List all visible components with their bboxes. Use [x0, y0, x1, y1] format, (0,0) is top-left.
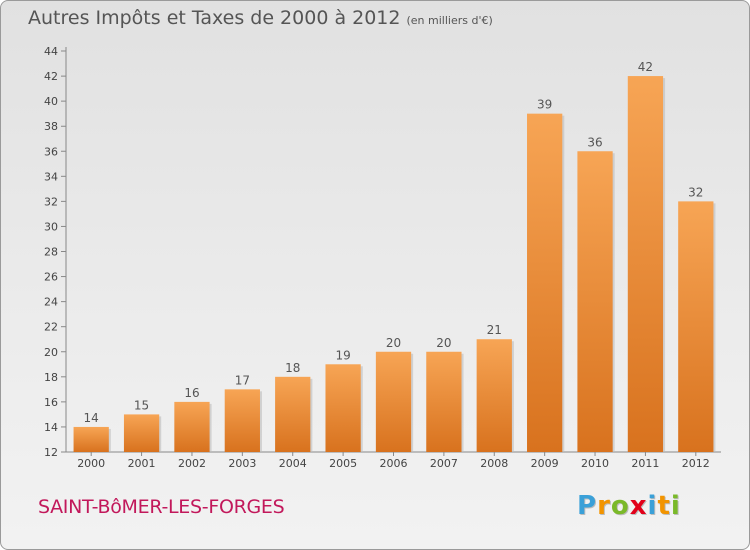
logo-letter: i — [647, 491, 658, 521]
x-tick-label-2005: 2005 — [329, 457, 357, 470]
x-tick-label-2010: 2010 — [581, 457, 609, 470]
x-tick-label-2002: 2002 — [178, 457, 206, 470]
chart-title: Autres Impôts et Taxes de 2000 à 2012 (en… — [28, 7, 493, 29]
y-tick-label: 20 — [44, 346, 58, 359]
y-tick-label: 38 — [44, 120, 58, 133]
data-label-2004: 18 — [285, 361, 300, 375]
x-tick-label-2009: 2009 — [531, 457, 559, 470]
bar-2004 — [275, 376, 311, 452]
y-tick-label: 14 — [44, 421, 58, 434]
logo-letter: x — [629, 491, 648, 521]
bar-2000 — [73, 426, 109, 452]
data-label-2000: 14 — [84, 411, 99, 425]
bar-2002 — [174, 401, 210, 452]
x-tick-label-2004: 2004 — [279, 457, 307, 470]
data-label-2006: 20 — [386, 336, 401, 350]
bar-2001 — [123, 414, 160, 452]
y-tick-label: 22 — [44, 321, 58, 334]
y-tick-label: 12 — [44, 446, 58, 459]
y-tick-label: 36 — [44, 145, 58, 158]
data-label-2005: 19 — [335, 348, 350, 362]
y-tick-label: 16 — [44, 396, 58, 409]
y-tick-label: 18 — [44, 371, 58, 384]
bar-2010 — [577, 151, 613, 452]
y-tick-label: 26 — [44, 271, 58, 284]
y-axis: 12 14 16 18 20 22 24 26 28 30 32 34 36 38 40 42 44 — [44, 45, 67, 459]
bar-2012 — [678, 201, 714, 452]
logo-letter: i — [670, 491, 681, 521]
chart-title-text: Autres Impôts et Taxes de 2000 à 2012 — [28, 7, 401, 29]
x-tick-label-2011: 2011 — [631, 457, 659, 470]
y-tick-label: 30 — [44, 220, 58, 233]
data-label-2009: 39 — [537, 98, 552, 112]
x-tick-label-2000: 2000 — [77, 457, 105, 470]
y-tick-label: 28 — [44, 246, 58, 259]
y-tick-label: 42 — [44, 70, 58, 83]
bar-2005 — [325, 364, 361, 452]
bar-2008 — [476, 339, 512, 452]
data-label-2008: 21 — [487, 323, 502, 337]
bar-2006 — [375, 351, 412, 452]
x-tick-label-2008: 2008 — [480, 457, 508, 470]
logo-letter: P — [577, 491, 598, 521]
data-label-2003: 17 — [235, 373, 250, 387]
location-name: SAINT-BôMER-LES-FORGES — [38, 496, 285, 518]
data-labels: 14 15 16 17 18 19 20 20 21 39 36 42 32 — [84, 60, 704, 425]
x-tick-label-2006: 2006 — [380, 457, 408, 470]
y-tick-label: 40 — [44, 95, 58, 108]
data-label-2012: 32 — [688, 185, 703, 199]
logo-letter: o — [610, 491, 630, 521]
logo-letter: t — [657, 491, 671, 521]
bar-2007 — [426, 351, 462, 452]
data-label-2007: 20 — [436, 336, 451, 350]
logo-letter: r — [597, 491, 611, 521]
y-tick-label: 44 — [44, 45, 58, 58]
x-axis: 2000 2001 2002 2003 2004 2005 2006 2007 2008 2009… — [66, 451, 721, 470]
bar-2011 — [627, 76, 664, 452]
x-tick-label-2007: 2007 — [430, 457, 458, 470]
bars — [73, 76, 716, 452]
bar-2009 — [527, 113, 563, 452]
x-tick-label-2003: 2003 — [228, 457, 256, 470]
x-tick-label-2001: 2001 — [128, 457, 156, 470]
y-tick-label: 34 — [44, 170, 58, 183]
data-label-2001: 15 — [134, 398, 149, 412]
chart-subtitle: (en milliers d'€) — [406, 14, 493, 27]
y-tick-label: 32 — [44, 195, 58, 208]
x-tick-label-2012: 2012 — [682, 457, 710, 470]
data-label-2011: 42 — [638, 60, 653, 74]
y-tick-label: 24 — [44, 296, 58, 309]
bar-2003 — [224, 389, 260, 452]
data-label-2002: 16 — [184, 386, 199, 400]
proxiti-logo: Proxiti — [577, 491, 681, 521]
data-label-2010: 36 — [587, 135, 602, 149]
